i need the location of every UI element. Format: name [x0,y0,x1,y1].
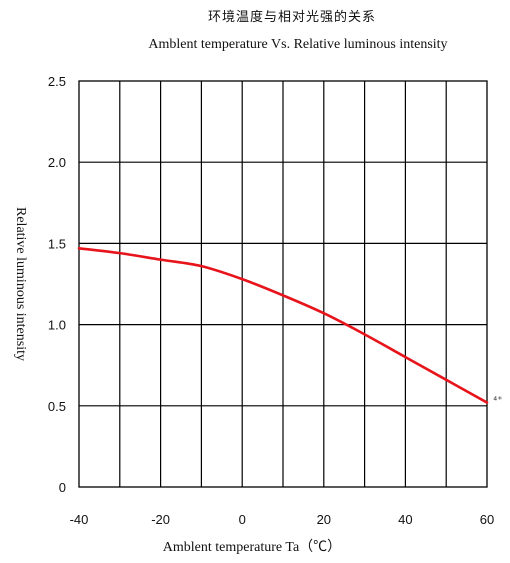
y-tick-label: 1.5 [48,236,66,251]
y-tick-label: 0 [59,480,66,495]
y-tick-label: 1.0 [48,318,66,333]
y-tick-label: 0.5 [48,399,66,414]
x-axis-label: Amblent temperature Ta（℃） [163,539,341,555]
y-tick-labels: 0 0.5 1.0 1.5 2.0 2.5 [48,74,66,495]
y-tick-label: 2.0 [48,155,66,170]
x-tick-label: -20 [151,512,170,527]
end-marker: ⁴⁺ [493,395,503,406]
plot-area-frame [78,80,488,488]
x-tick-label: 0 [239,512,246,527]
x-tick-labels: -40 -20 0 20 40 60 [70,512,495,527]
y-tick-label: 2.5 [48,74,66,89]
x-tick-label: 60 [480,512,494,527]
x-tick-label: -40 [70,512,89,527]
y-axis-label: Relative luminous intensity [13,207,28,361]
grid-lines [79,81,487,487]
series-line [77,246,489,404]
chart-subtitle: Amblent temperature Vs. Relative luminou… [148,37,447,52]
chart-title: 环境温度与相对光强的关系 [208,9,376,25]
series-layer [77,246,489,404]
x-tick-label: 40 [398,512,412,527]
x-tick-label: 20 [317,512,331,527]
